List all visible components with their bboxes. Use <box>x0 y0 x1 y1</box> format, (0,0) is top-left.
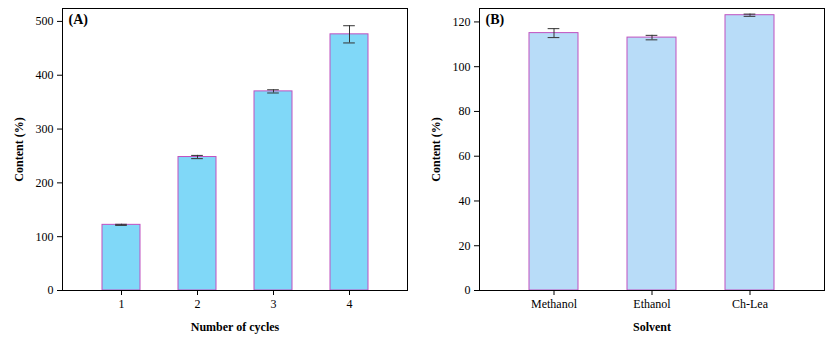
svg-text:300: 300 <box>36 122 54 136</box>
svg-text:(B): (B) <box>486 12 505 28</box>
svg-text:60: 60 <box>459 149 471 163</box>
svg-text:1: 1 <box>119 297 125 311</box>
svg-text:80: 80 <box>459 104 471 118</box>
svg-text:Content (%): Content (%) <box>12 117 26 181</box>
svg-text:Content (%): Content (%) <box>429 117 443 181</box>
svg-text:0: 0 <box>465 283 471 297</box>
svg-text:120: 120 <box>453 15 471 29</box>
svg-text:40: 40 <box>459 194 471 208</box>
svg-text:Number of cycles: Number of cycles <box>191 320 280 334</box>
svg-text:20: 20 <box>459 239 471 253</box>
svg-text:4: 4 <box>347 297 353 311</box>
svg-text:Ch-Lea: Ch-Lea <box>732 297 769 311</box>
svg-text:Ethanol: Ethanol <box>633 297 671 311</box>
svg-text:500: 500 <box>36 14 54 28</box>
svg-text:100: 100 <box>36 230 54 244</box>
svg-text:(A): (A) <box>69 12 89 28</box>
svg-text:0: 0 <box>48 283 54 297</box>
svg-text:3: 3 <box>271 297 277 311</box>
svg-text:400: 400 <box>36 68 54 82</box>
svg-text:Methanol: Methanol <box>531 297 578 311</box>
svg-text:2: 2 <box>195 297 201 311</box>
svg-text:100: 100 <box>453 60 471 74</box>
svg-text:Solvent: Solvent <box>633 320 671 334</box>
svg-text:200: 200 <box>36 176 54 190</box>
